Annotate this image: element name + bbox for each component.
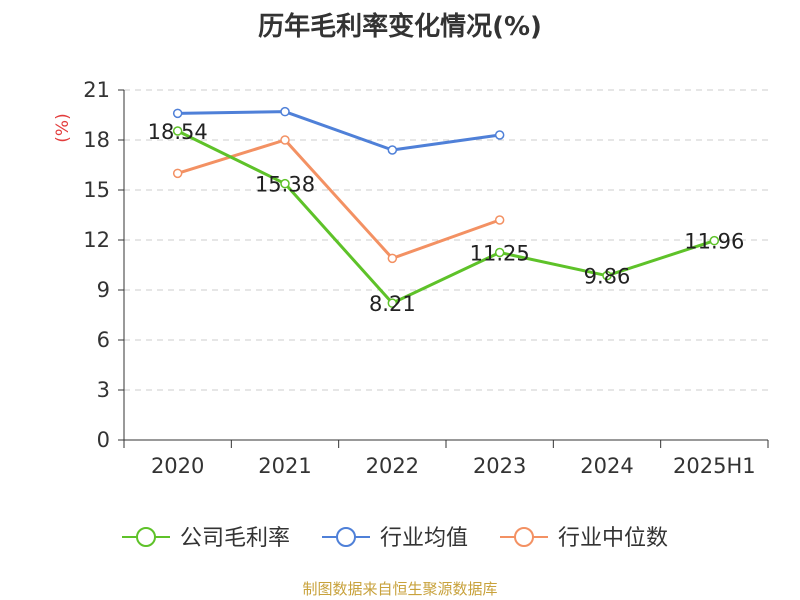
legend-marker — [136, 527, 156, 547]
y-tick-label: 6 — [97, 328, 110, 352]
data-point[interactable] — [172, 168, 183, 179]
data-point[interactable] — [494, 215, 505, 225]
data-label: 11.25 — [470, 242, 530, 266]
legend-marker — [336, 527, 356, 547]
x-tick-label: 2025H1 — [673, 454, 756, 478]
y-tick-label: 15 — [83, 178, 110, 202]
legend-item[interactable]: 行业中位数 — [500, 526, 668, 551]
legend-item[interactable]: 行业均值 — [322, 526, 468, 551]
data-label: 15.38 — [255, 173, 315, 197]
y-tick-label: 18 — [83, 128, 110, 152]
y-tick-label: 9 — [97, 278, 110, 302]
legend-label: 公司毛利率 — [180, 526, 290, 551]
y-tick-label: 3 — [97, 378, 110, 402]
legend[interactable]: 公司毛利率 行业均值 行业中位数 — [122, 526, 668, 551]
x-tick-label: 2024 — [580, 454, 633, 478]
x-tick-label: 2020 — [151, 454, 204, 478]
data-point[interactable] — [172, 126, 183, 136]
y-tick-label: 0 — [97, 428, 110, 452]
data-point[interactable] — [709, 235, 720, 246]
data-label: 18.54 — [148, 120, 208, 144]
y-axis-label: (%) — [53, 113, 73, 142]
legend-item[interactable]: 公司毛利率 — [122, 526, 290, 551]
chart-title: 历年毛利率变化情况(%) — [258, 12, 542, 42]
data-point[interactable] — [280, 106, 290, 117]
series-line — [177, 129, 715, 305]
data-point[interactable] — [387, 145, 398, 155]
series-0 — [172, 126, 720, 308]
x-tick-label: 2021 — [258, 454, 311, 478]
data-point[interactable] — [387, 298, 398, 308]
axes: 0 3 6 9 12 15 18 21 2020 2021 2022 2023 2024 2025H1 — [83, 78, 769, 478]
data-point[interactable] — [280, 178, 290, 189]
data-labels: 18.54 15.38 8.21 11.25 9.86 11.96 — [148, 120, 745, 316]
data-label: 8.21 — [369, 292, 416, 316]
legend-label: 行业均值 — [380, 526, 468, 551]
data-label: 11.96 — [684, 230, 744, 254]
x-tick-label: 2023 — [473, 454, 526, 478]
data-point[interactable] — [602, 270, 612, 281]
y-tick-label: 12 — [83, 228, 110, 252]
series-1 — [172, 106, 505, 155]
data-point[interactable] — [494, 130, 505, 140]
data-point[interactable] — [172, 108, 183, 119]
legend-label: 行业中位数 — [558, 526, 668, 551]
data-point[interactable] — [494, 247, 505, 258]
x-tick-label: 2022 — [366, 454, 419, 478]
source-note: 制图数据来自恒生聚源数据库 — [302, 580, 498, 598]
data-point[interactable] — [280, 135, 290, 145]
series-lines — [172, 106, 720, 308]
y-tick-label: 21 — [83, 78, 110, 102]
data-point[interactable] — [387, 253, 398, 264]
series-line — [177, 110, 500, 152]
legend-marker — [514, 527, 534, 547]
series-line — [177, 138, 501, 260]
data-label: 9.86 — [584, 265, 631, 289]
